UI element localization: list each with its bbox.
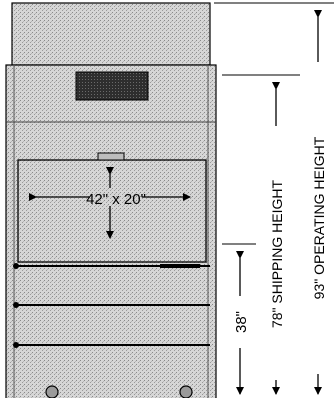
opening-dimension-label: 42" x 20" [86, 191, 146, 208]
work-opening [17, 152, 207, 263]
extension-lines [214, 2, 334, 245]
shelf-bars [13, 263, 210, 348]
vent-grille [75, 71, 149, 101]
shipping-height-label: 78" SHIPPING HEIGHT [269, 180, 285, 329]
base-height-label: 38" [233, 311, 250, 333]
operating-height-label: 93" OPERATING HEIGHT [311, 136, 327, 299]
casters [45, 385, 193, 398]
cabinet-hood [11, 2, 211, 66]
